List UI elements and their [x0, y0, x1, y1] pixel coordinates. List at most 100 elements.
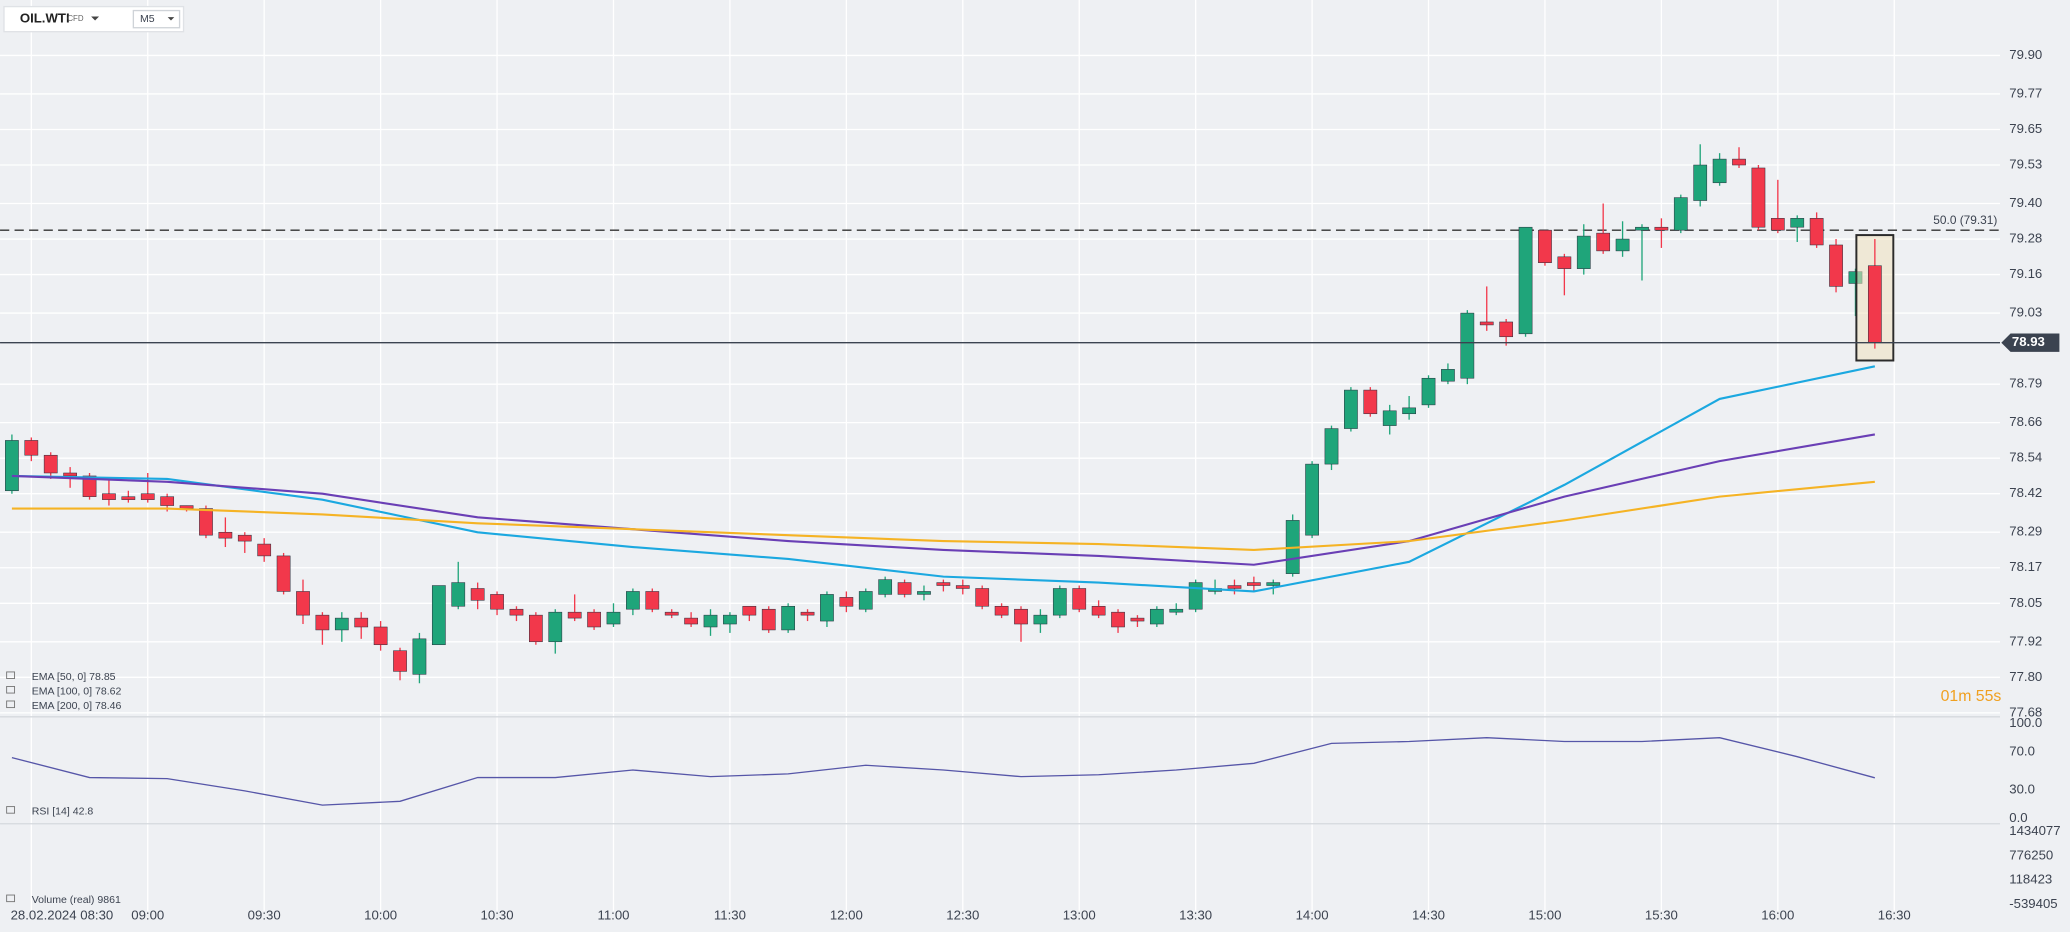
- candle-body: [703, 614, 718, 628]
- candle-body: [1518, 226, 1533, 335]
- candle-body: [140, 493, 155, 500]
- candle-body: [1266, 582, 1281, 586]
- candle-body: [626, 591, 640, 610]
- rsi-line: [11, 737, 1876, 806]
- rsi-tick-label: 30.0: [2009, 781, 2035, 796]
- candle-body: [1169, 608, 1184, 613]
- candle-body: [1499, 321, 1514, 338]
- candle-body: [1382, 410, 1397, 426]
- candle-body: [393, 650, 407, 672]
- y-tick-label: 79.65: [2009, 121, 2042, 136]
- candle-body: [723, 614, 737, 625]
- y-tick-label: 78.79: [2009, 376, 2042, 391]
- x-tick-label: 09:30: [248, 908, 281, 923]
- candle-body: [1441, 369, 1455, 382]
- candle-body: [1732, 158, 1746, 166]
- candle-body: [490, 594, 504, 610]
- y-tick-label: 78.66: [2009, 414, 2042, 429]
- candle-body: [1227, 585, 1242, 589]
- x-tick-label: 15:30: [1645, 908, 1678, 923]
- candle-body: [1149, 608, 1164, 625]
- candle-body: [994, 605, 1009, 616]
- x-tick-label: 15:00: [1528, 908, 1561, 923]
- candle-body: [1033, 614, 1048, 625]
- candle-body: [858, 591, 873, 610]
- candle-body: [1576, 235, 1591, 269]
- legend-icon[interactable]: [6, 806, 16, 814]
- candle-body: [955, 585, 970, 589]
- candle-body: [1829, 244, 1843, 287]
- candle-body: [334, 617, 349, 631]
- timeframe-select[interactable]: [132, 9, 181, 29]
- candle-body: [878, 579, 893, 595]
- candle-body: [121, 496, 136, 500]
- volume-tick-label: -539405: [2009, 896, 2057, 911]
- candle-body: [1538, 229, 1552, 264]
- rsi-tick-label: 0.0: [2009, 810, 2027, 825]
- x-tick-label: 13:30: [1179, 908, 1212, 923]
- legend-entry: EMA [200, 0] 78.46: [32, 700, 122, 712]
- candle-body: [548, 611, 563, 643]
- candle-body: [276, 555, 291, 592]
- x-tick-label: 14:30: [1412, 908, 1445, 923]
- candle-body: [373, 626, 388, 646]
- x-tick-label: 11:00: [597, 908, 629, 923]
- rsi-tick-label: 70.0: [2009, 743, 2035, 758]
- y-tick-label: 79.90: [2009, 47, 2042, 62]
- candle-body: [102, 493, 116, 500]
- dropdown-arrow[interactable]: [91, 16, 100, 21]
- x-tick-label: 09:00: [131, 908, 164, 923]
- x-tick-label: 28.02.2024 08:30: [11, 908, 114, 923]
- y-tick-label: 79.53: [2009, 156, 2042, 171]
- legend-icon[interactable]: [6, 894, 16, 903]
- y-tick-label: 78.54: [2009, 450, 2042, 465]
- x-tick-label: 16:30: [1878, 908, 1911, 923]
- y-tick-label: 79.40: [2009, 195, 2042, 210]
- legend-entry: EMA [100, 0] 78.62: [32, 686, 122, 698]
- candle-body: [800, 611, 815, 616]
- legend-entry: EMA [50, 0] 78.85: [32, 671, 116, 683]
- y-tick-label: 79.16: [2009, 266, 2042, 281]
- legend-icon[interactable]: [6, 700, 16, 709]
- marks: [0, 144, 2001, 806]
- candle-body: [82, 475, 97, 497]
- candle-body: [781, 605, 796, 631]
- candle-body: [1052, 588, 1067, 616]
- candle-body: [1324, 428, 1339, 465]
- dropdown-arrow[interactable]: [167, 17, 175, 21]
- timeframe: M5: [140, 13, 155, 25]
- candle-body: [257, 543, 272, 557]
- candle-body: [1596, 232, 1611, 252]
- candle-body: [1014, 608, 1028, 625]
- x-tick-label: 14:00: [1296, 908, 1329, 923]
- y-tick-label: 78.42: [2009, 485, 2042, 500]
- candle-body: [509, 608, 524, 616]
- candle-body: [451, 582, 466, 607]
- candle-body: [897, 582, 912, 595]
- volume-tick-label: 776250: [2009, 847, 2053, 862]
- candle-body: [606, 611, 621, 625]
- candle-body: [412, 638, 427, 675]
- grid: [0, 0, 2001, 911]
- legend-icon[interactable]: [6, 671, 16, 680]
- candle-body: [160, 496, 175, 506]
- candle-body: [1809, 218, 1824, 246]
- candle-body: [296, 591, 310, 616]
- candle-body: [664, 611, 679, 616]
- price-tag: [2001, 333, 2060, 352]
- candle-body: [199, 508, 213, 536]
- candle-body: [1363, 389, 1378, 415]
- x-tick-label: 13:00: [1063, 908, 1096, 923]
- candle-body: [1867, 265, 1882, 343]
- candle-body: [820, 594, 834, 622]
- candle-body: [1673, 197, 1688, 231]
- ema-line: [11, 365, 1876, 593]
- candle-body: [1188, 582, 1203, 610]
- candle-body: [567, 611, 582, 619]
- legend-icon[interactable]: [6, 685, 16, 694]
- y-tick-label: 78.05: [2009, 595, 2042, 610]
- candle-body: [1460, 312, 1475, 379]
- price-tag-label: 78.93: [2012, 334, 2045, 349]
- candle-body: [1712, 158, 1727, 184]
